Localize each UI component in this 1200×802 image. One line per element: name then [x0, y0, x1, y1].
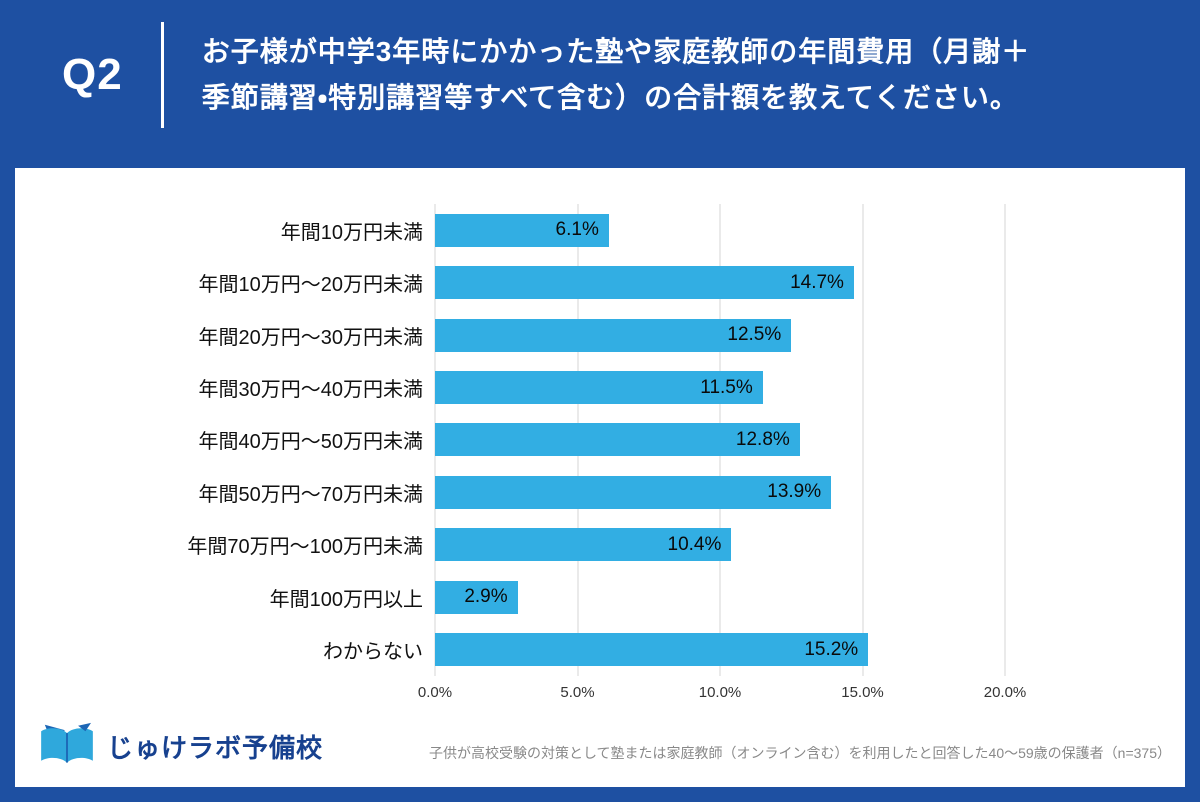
card-footer: じゅけラボ予備校 子供が高校受験の対策として塾または家庭教師（オンライン含む）を… [15, 706, 1185, 770]
bar: 10.4% [435, 528, 732, 562]
page-title-line2: 季節講習・特別講習等すべて含む）の合計額を教えてください。 [201, 82, 1019, 113]
bar-track: 15.2% [435, 624, 1005, 676]
chart-row: 年間20万円〜30万円未満 12.5% [15, 309, 1185, 361]
chart-row: 年間100万円以上 2.9% [15, 571, 1185, 623]
chart-card: 年間10万円未満 6.1% 年間10万円〜20万円未満 14.7% 年間20万円〜30万… [15, 168, 1185, 787]
value-label: 12.5% [727, 324, 782, 346]
category-label: わからない [323, 641, 423, 664]
category-label: 年間50万円〜70万円未満 [198, 483, 424, 506]
header: Q2 お子様が中学3年時にかかった塾や家庭教師の年間費用（月謝＋ 季節講習・特別… [0, 0, 1200, 150]
header-divider [160, 22, 164, 128]
value-label: 12.8% [735, 428, 790, 450]
bar-track: 2.9% [435, 571, 1005, 623]
chart-row: 年間40万円〜50万円未満 12.8% [15, 414, 1185, 466]
bar: 6.1% [435, 213, 609, 247]
bar: 12.8% [435, 423, 800, 457]
bar: 15.2% [435, 633, 869, 667]
chart-row: わからない 15.2% [15, 624, 1185, 676]
bar-track: 14.7% [435, 256, 1005, 308]
category-label: 年間10万円未満 [280, 221, 423, 244]
axis-tick-label: 5.0% [560, 684, 595, 701]
axis-tick-label: 10.0% [698, 684, 742, 701]
survey-note: 子供が高校受験の対策として塾または家庭教師（オンライン含む）を利用したと回答した… [428, 745, 1171, 761]
axis-tick-label: 20.0% [983, 684, 1027, 701]
value-label: 2.9% [464, 586, 508, 608]
open-book-logo-icon [41, 722, 93, 763]
bar: 11.5% [435, 371, 763, 405]
bar: 12.5% [435, 318, 792, 352]
bar-track: 11.5% [435, 361, 1005, 413]
bar-track: 12.8% [435, 414, 1005, 466]
page-title-line1: お子様が中学3年時にかかった塾や家庭教師の年間費用（月謝＋ [201, 36, 1031, 68]
value-label: 10.4% [667, 533, 722, 555]
x-axis-ticks: 0.0% 5.0% 10.0% 15.0% 20.0% [418, 676, 1026, 706]
value-label: 13.9% [767, 481, 822, 503]
chart-row: 年間10万円〜20万円未満 14.7% [15, 256, 1185, 308]
chart-row: 年間50万円〜70万円未満 13.9% [15, 466, 1185, 518]
bar-track: 13.9% [435, 466, 1005, 518]
axis-tick-label: 15.0% [841, 684, 884, 701]
logo: じゅけラボ予備校 [37, 722, 323, 770]
question-number: Q2 [62, 50, 123, 99]
chart-row: 年間70万円〜100万円未満 10.4% [15, 519, 1185, 571]
value-label: 6.1% [555, 219, 599, 241]
category-label: 年間30万円〜40万円未満 [198, 379, 424, 402]
category-label: 年間70万円〜100万円未満 [187, 536, 423, 559]
bar: 2.9% [435, 580, 518, 614]
category-label: 年間100万円以上 [269, 588, 423, 611]
category-label: 年間40万円〜50万円未満 [198, 431, 424, 454]
logo-text: じゅけラボ予備校 [107, 732, 324, 763]
value-label: 15.2% [804, 638, 859, 660]
axis-tick-label: 0.0% [417, 684, 453, 701]
value-label: 11.5% [700, 376, 753, 398]
bar-track: 6.1% [435, 204, 1005, 256]
bar-track: 10.4% [435, 519, 1005, 571]
bar: 14.7% [435, 266, 854, 300]
category-label: 年間10万円〜20万円未満 [198, 274, 424, 297]
chart-row: 年間10万円未満 6.1% [15, 204, 1185, 256]
chart-rows: 年間10万円未満 6.1% 年間10万円〜20万円未満 14.7% 年間20万円〜30万… [15, 204, 1185, 676]
bar-chart: 年間10万円未満 6.1% 年間10万円〜20万円未満 14.7% 年間20万円〜30万… [15, 168, 1185, 706]
bar: 13.9% [435, 475, 832, 509]
value-label: 14.7% [790, 271, 844, 293]
page-title: お子様が中学3年時にかかった塾や家庭教師の年間費用（月謝＋ 季節講習・特別講習等… [202, 29, 1031, 120]
category-label: 年間20万円〜30万円未満 [198, 326, 424, 349]
chart-row: 年間30万円〜40万円未満 11.5% [15, 361, 1185, 413]
bar-track: 12.5% [435, 309, 1005, 361]
